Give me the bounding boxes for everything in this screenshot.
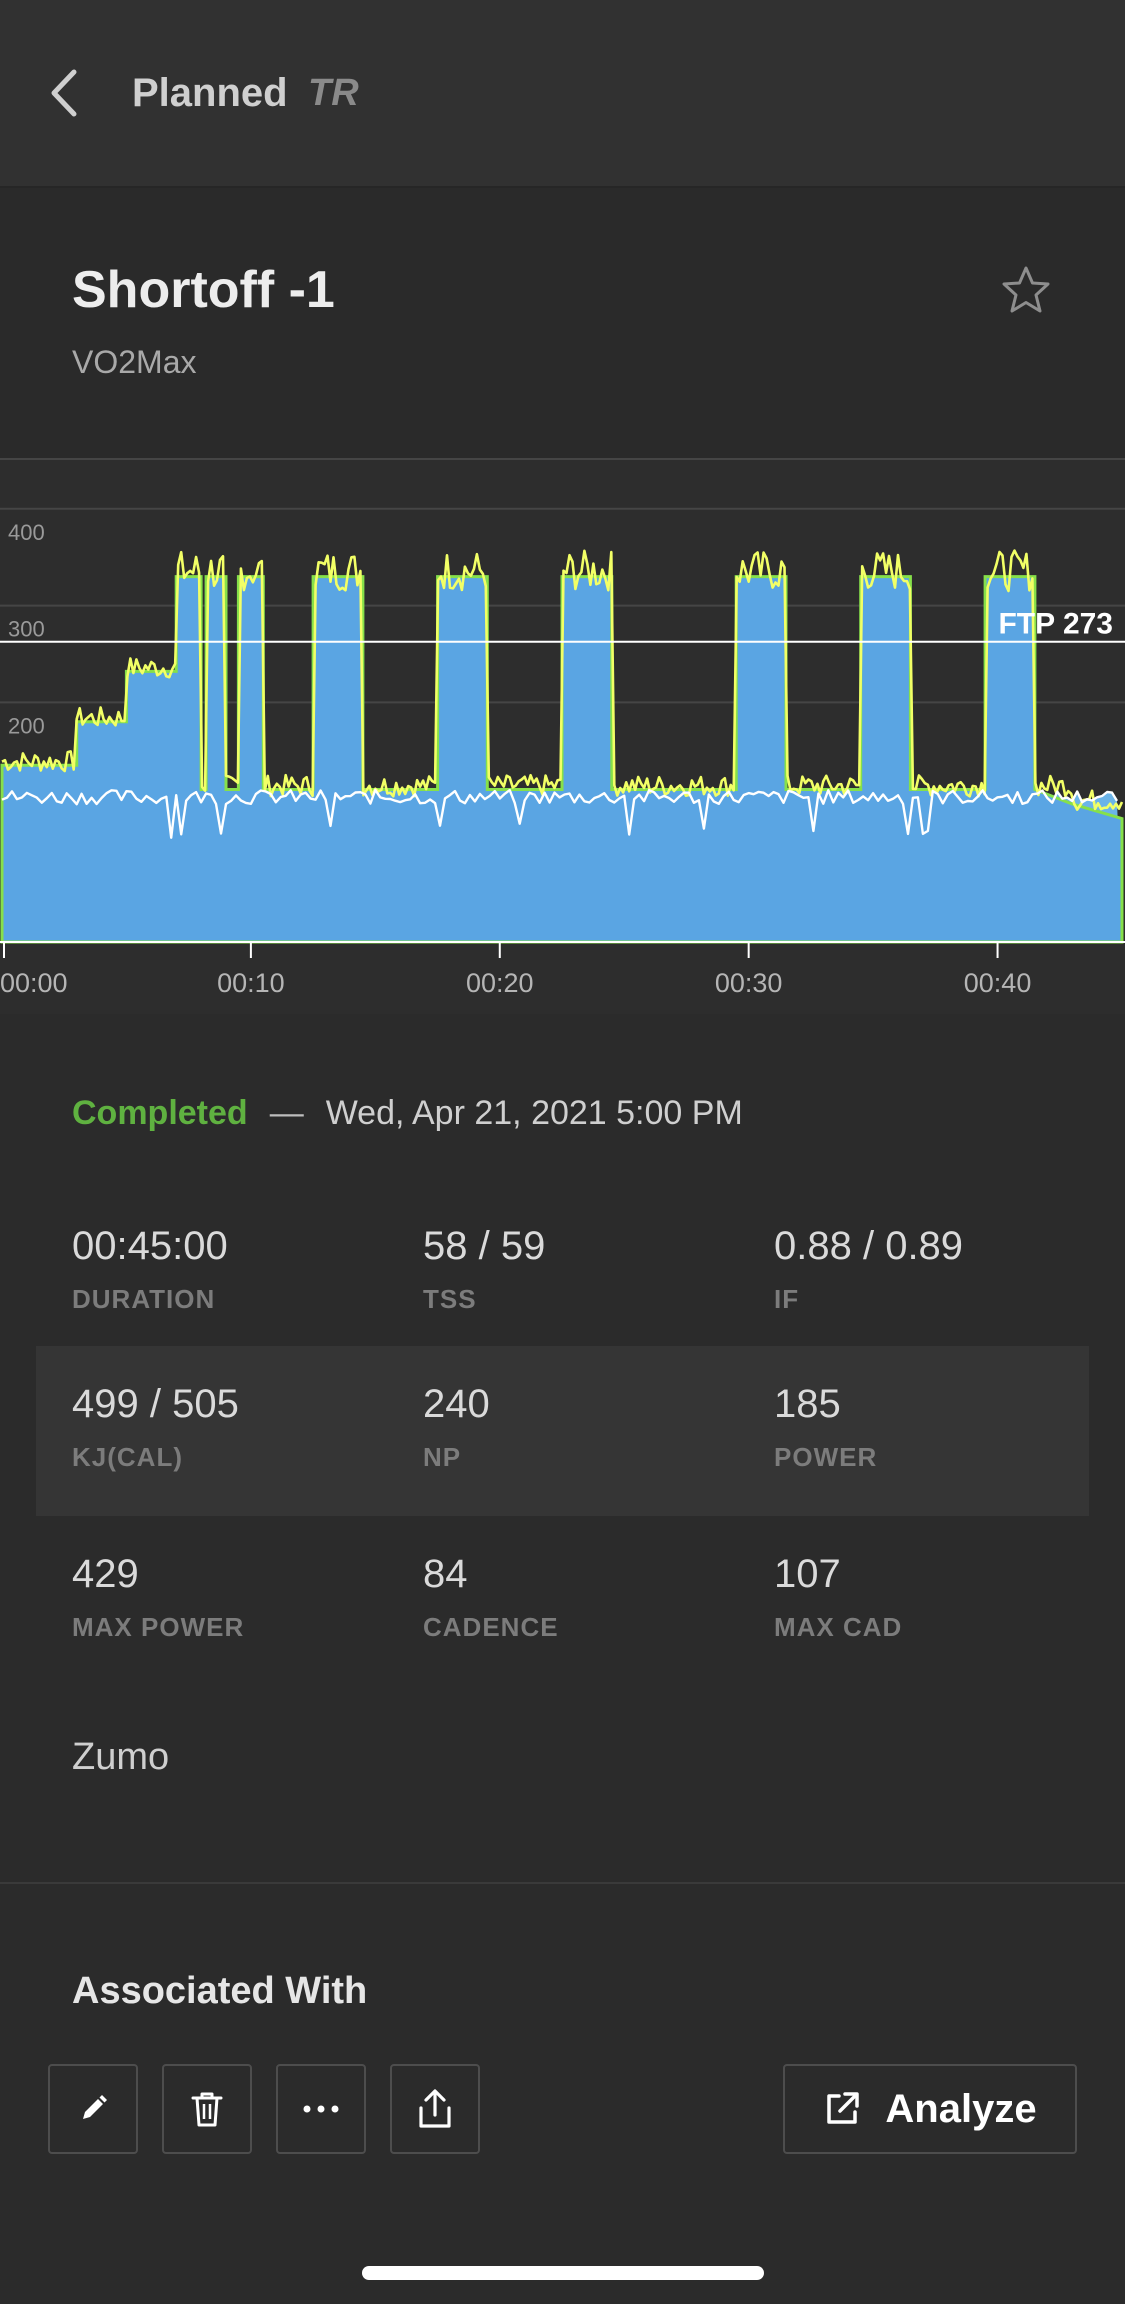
actual-power-line — [1, 549, 1124, 811]
analyze-label: Analyze — [885, 2086, 1037, 2131]
more-icon — [303, 2105, 339, 2113]
completion-status-row: Completed — Wed, Apr 21, 2021 5:00 PM — [72, 1090, 743, 1136]
back-button[interactable] — [44, 66, 84, 120]
stat-tss: 58 / 59 TSS — [387, 1188, 737, 1358]
x-tick-label: 00:20 — [466, 968, 534, 998]
star-icon — [1002, 266, 1050, 313]
status-completed: Completed — [72, 1094, 248, 1132]
y-tick-label: 300 — [8, 617, 45, 642]
device-name: Zumo — [72, 1736, 170, 1778]
more-button[interactable] — [276, 2064, 366, 2154]
stat-value: 499 / 505 — [72, 1382, 239, 1426]
stat-power: 185 POWER — [738, 1346, 1088, 1516]
stats-row: 499 / 505 KJ(CAL) 240 NP 185 POWER — [36, 1346, 1089, 1516]
stat-duration: 00:45:00 DURATION — [36, 1188, 386, 1358]
y-tick-label: 400 — [8, 520, 45, 545]
share-button[interactable] — [390, 2064, 480, 2154]
external-link-icon — [827, 2092, 860, 2124]
stat-value: 429 — [72, 1552, 139, 1596]
stat-np: 240 NP — [387, 1346, 737, 1516]
home-indicator[interactable] — [362, 2266, 764, 2280]
stat-label: NP — [423, 1442, 462, 1472]
workout-title: Shortoff -1 — [72, 261, 335, 319]
x-tick-label: 00:30 — [715, 968, 783, 998]
stat-label: CADENCE — [423, 1612, 559, 1642]
stats-row: 429 MAX POWER 84 CADENCE 107 MAX CAD — [36, 1516, 1089, 1686]
x-tick-label: 00:10 — [217, 968, 285, 998]
chevron-left-icon — [51, 69, 77, 117]
stats-row: 00:45:00 DURATION 58 / 59 TSS 0.88 / 0.8… — [36, 1188, 1089, 1358]
y-tick-label: 200 — [8, 713, 45, 738]
delete-button[interactable] — [162, 2064, 252, 2154]
x-tick-label: 00:00 — [0, 968, 68, 998]
stat-label: POWER — [774, 1442, 878, 1472]
stat-value: 185 — [774, 1382, 841, 1426]
stat-label: IF — [774, 1284, 800, 1314]
edit-button[interactable] — [48, 2064, 138, 2154]
stat-value: 0.88 / 0.89 — [774, 1224, 964, 1268]
stat-label: DURATION — [72, 1284, 216, 1314]
ftp-label: FTP 273 — [998, 608, 1113, 641]
stat-max-power: 429 MAX POWER — [36, 1516, 386, 1686]
stat-max-cad: 107 MAX CAD — [738, 1516, 1088, 1686]
workout-stats: Completed — Wed, Apr 21, 2021 5:00 PM 00:4… — [0, 1014, 1125, 1884]
x-tick-label: 00:40 — [964, 968, 1032, 998]
stat-cadence: 84 CADENCE — [387, 1516, 737, 1686]
workout-header: Shortoff -1 VO2Max — [0, 188, 1125, 458]
stat-label: KJ(CAL) — [72, 1442, 183, 1472]
page-title: Planned — [132, 71, 288, 115]
pencil-icon — [83, 2095, 107, 2119]
status-date: Wed, Apr 21, 2021 5:00 PM — [325, 1094, 743, 1132]
workout-type: VO2Max — [72, 344, 197, 380]
stat-label: MAX POWER — [72, 1612, 245, 1642]
power-chart-svg: FTP 273 500400300200 00:0000:1000:2000:3… — [0, 458, 1125, 998]
stat-value: 58 / 59 — [423, 1224, 546, 1268]
stat-value: 00:45:00 — [72, 1224, 228, 1268]
analyze-button[interactable]: Analyze — [783, 2064, 1077, 2154]
share-icon — [419, 2089, 451, 2128]
trainerroad-logo: TR — [308, 72, 372, 114]
stat-value: 107 — [774, 1552, 841, 1596]
brand-text: TR — [308, 72, 359, 112]
favorite-button[interactable] — [1000, 264, 1052, 316]
stat-kj: 499 / 505 KJ(CAL) — [36, 1346, 386, 1516]
stat-label: MAX CAD — [774, 1612, 903, 1642]
stat-if: 0.88 / 0.89 IF — [738, 1188, 1088, 1358]
stat-value: 84 — [423, 1552, 468, 1596]
trash-icon — [191, 2092, 223, 2127]
cadence-line — [1, 788, 1119, 839]
stat-label: TSS — [423, 1284, 477, 1314]
section-divider — [0, 1882, 1125, 1884]
workout-chart[interactable]: FTP 273 500400300200 00:0000:1000:2000:3… — [0, 458, 1125, 1014]
nav-header: Planned TR — [0, 0, 1125, 188]
associated-with-heading: Associated With — [72, 1970, 368, 2012]
status-dash: — — [269, 1094, 304, 1132]
stat-value: 240 — [423, 1382, 490, 1426]
